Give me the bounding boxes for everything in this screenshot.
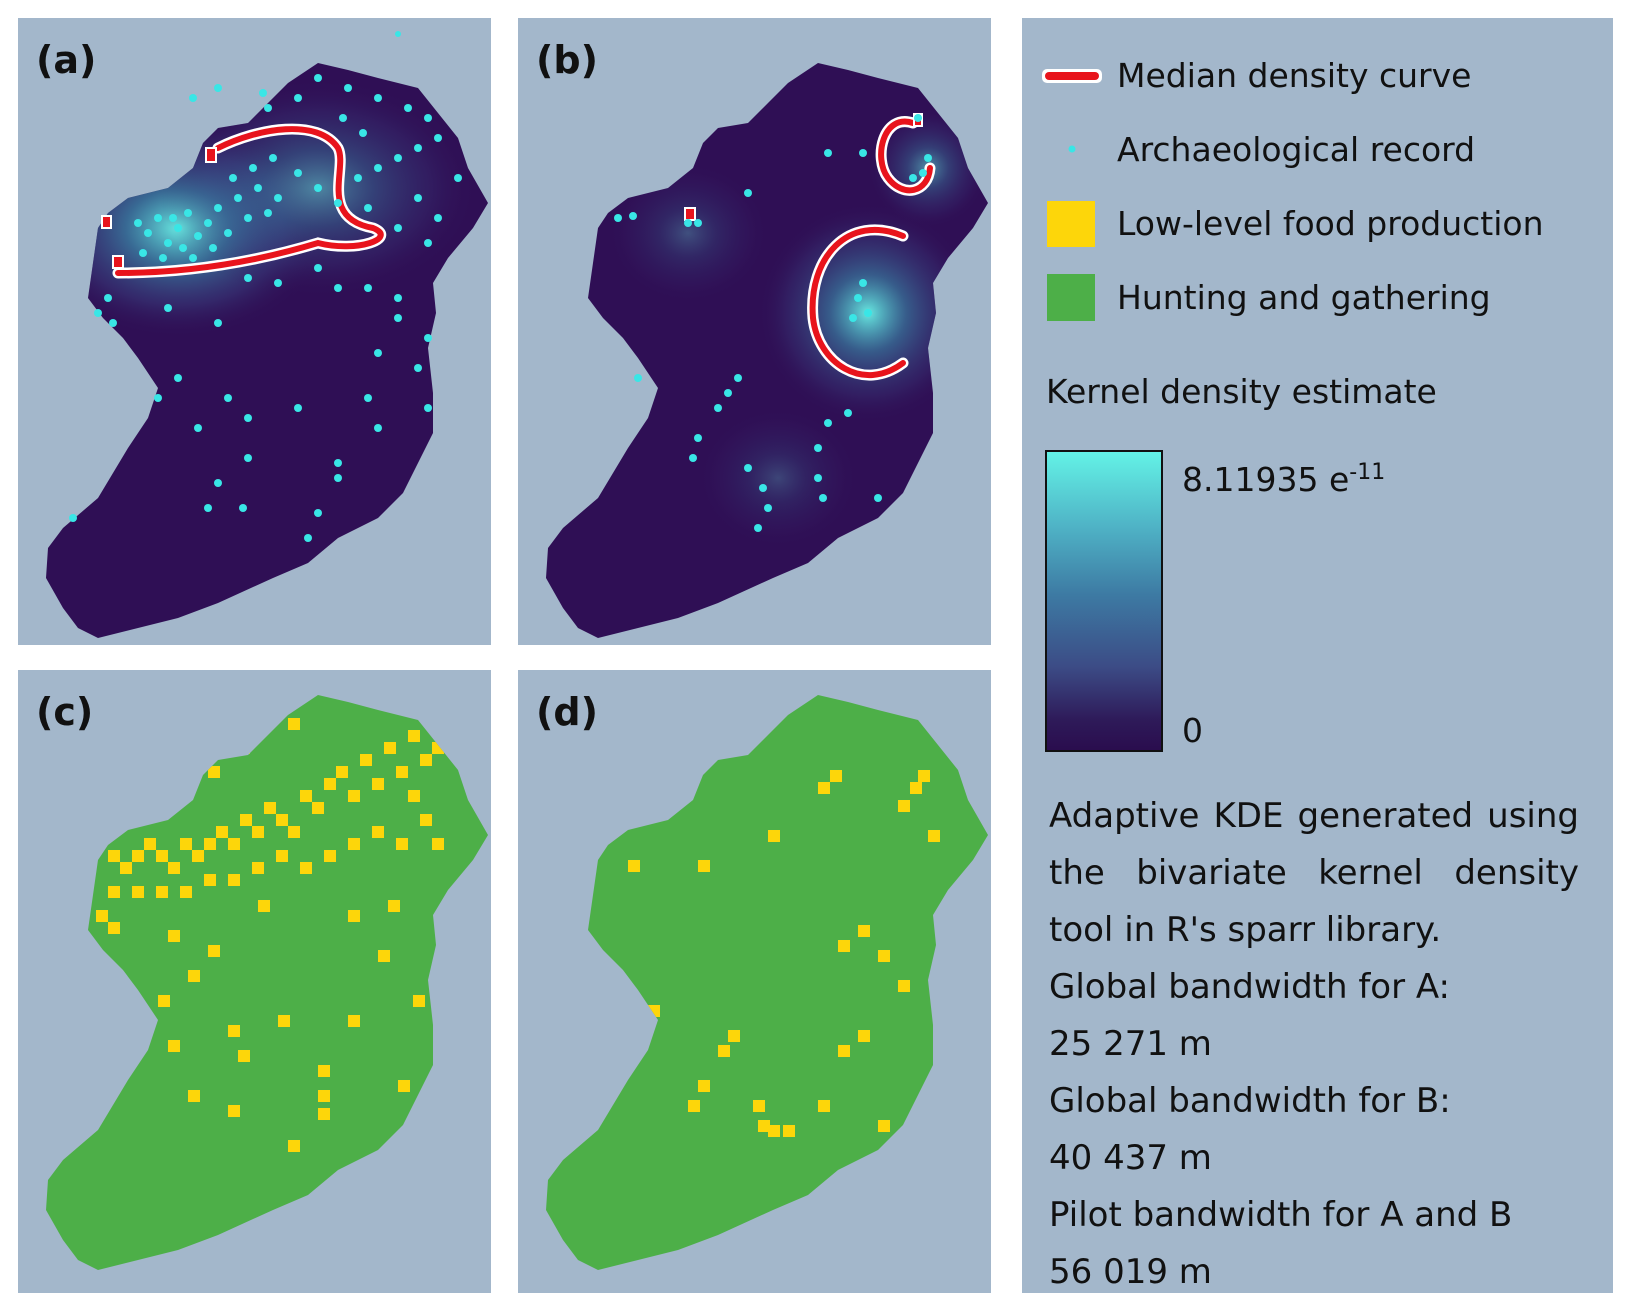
kde-map-a bbox=[46, 31, 488, 638]
grid-map-d bbox=[546, 695, 988, 1270]
archaeological-points-b bbox=[614, 114, 932, 532]
legend-symbols bbox=[1042, 69, 1102, 321]
low-level-food-cells-d bbox=[628, 770, 940, 1137]
legend-archaeological-label: Archaeological record bbox=[1117, 130, 1476, 169]
archaeological-point-swatch bbox=[1068, 145, 1076, 153]
description-line: the bivariate kernel density bbox=[1049, 853, 1579, 893]
map-panel-d: (d) bbox=[518, 670, 991, 1293]
legend-low-level-label: Low-level food production bbox=[1117, 204, 1544, 243]
description-line: tool in R's sparr library. bbox=[1049, 910, 1442, 950]
median-curve-fragment bbox=[101, 215, 112, 229]
hunting-gathering-area-c bbox=[46, 695, 488, 1270]
description-line: Adaptive KDE generated using bbox=[1049, 796, 1579, 836]
panel-label-a: (a) bbox=[36, 38, 97, 82]
median-density-curve-b bbox=[809, 227, 906, 378]
description-line: Global bandwidth for B: bbox=[1049, 1081, 1451, 1121]
description-line: 40 437 m bbox=[1049, 1138, 1212, 1178]
median-curve-swatch bbox=[1045, 72, 1099, 80]
low-level-food-cells-c bbox=[96, 695, 444, 1152]
median-density-curve-b-north bbox=[878, 118, 933, 194]
map-panel-c: (c) bbox=[18, 670, 491, 1293]
description-line: Pilot bandwidth for A and B bbox=[1049, 1195, 1513, 1235]
archaeological-points-a bbox=[69, 31, 462, 542]
kde-max-exponent: -11 bbox=[1349, 460, 1386, 485]
kde-colorbar bbox=[1045, 450, 1163, 752]
description-line: Global bandwidth for A: bbox=[1049, 967, 1451, 1007]
kde-max-label: 8.11935 e-11 bbox=[1182, 460, 1385, 499]
legend-hunting-label: Hunting and gathering bbox=[1117, 278, 1491, 317]
description-line: 56 019 m bbox=[1049, 1252, 1212, 1292]
median-density-curve-a bbox=[115, 126, 384, 276]
panel-label-d: (d) bbox=[536, 690, 598, 734]
median-curve-fragment bbox=[112, 255, 124, 269]
low-level-food-swatch bbox=[1047, 201, 1095, 247]
map-panel-a: (a) bbox=[18, 18, 491, 645]
kde-min-label: 0 bbox=[1182, 711, 1203, 750]
median-curve-fragment bbox=[205, 147, 217, 163]
method-description: Adaptive KDE generated using the bivaria… bbox=[1049, 788, 1579, 1293]
panel-label-c: (c) bbox=[36, 690, 94, 734]
map-panel-b: (b) bbox=[518, 18, 991, 645]
kde-map-b bbox=[546, 63, 988, 638]
description-line: 25 271 m bbox=[1049, 1024, 1212, 1064]
panel-label-b: (b) bbox=[536, 38, 598, 82]
legend-panel: Median density curve Archaeological reco… bbox=[1022, 18, 1613, 1293]
legend-median-curve-label: Median density curve bbox=[1117, 56, 1472, 95]
kde-max-value: 8.11935 e bbox=[1182, 460, 1350, 499]
grid-map-c bbox=[46, 695, 488, 1270]
hunting-gathering-swatch bbox=[1047, 274, 1095, 321]
kde-title: Kernel density estimate bbox=[1046, 372, 1437, 411]
